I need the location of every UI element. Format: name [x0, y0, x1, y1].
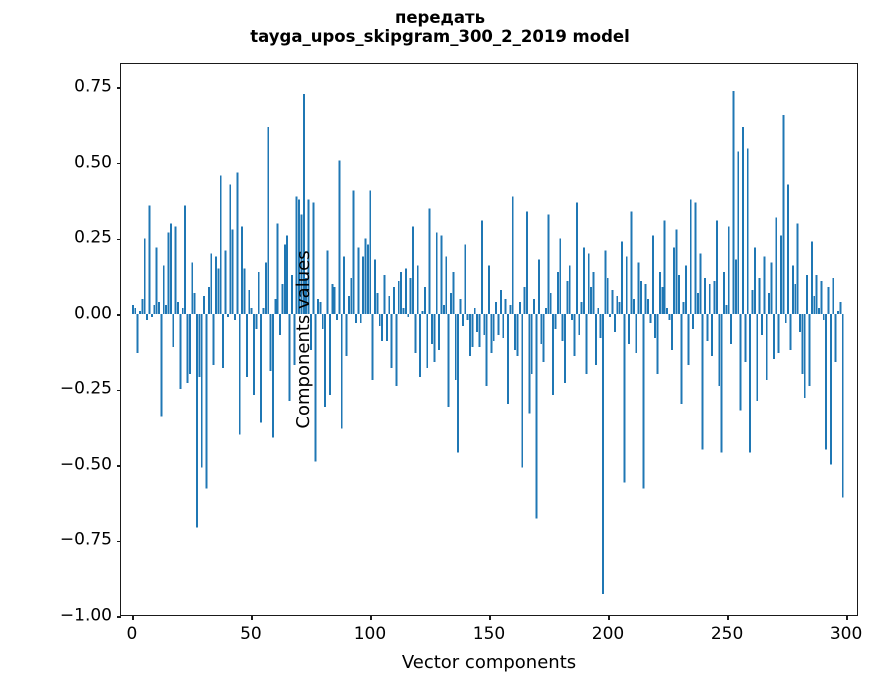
- bar-series: [131, 91, 844, 594]
- x-tick-mark: [251, 615, 253, 620]
- y-axis-tick-labels: 0.75 0.50 0.25 0.00 −0.25 −0.50 −0.75 −1.00: [0, 63, 112, 624]
- plot-axes: [116, 63, 858, 620]
- x-tick-label: 200: [591, 624, 625, 644]
- y-tick-label: 0.75: [74, 76, 112, 97]
- y-tick-mark: [116, 314, 121, 316]
- y-tick-label: −0.50: [59, 454, 112, 475]
- x-tick-label: 250: [710, 624, 744, 644]
- y-tick-mark: [116, 87, 121, 89]
- y-tick-label: −1.00: [59, 605, 112, 626]
- y-tick-mark: [116, 616, 121, 618]
- y-tick-label: 0.00: [74, 303, 112, 324]
- x-tick-label: 0: [126, 624, 138, 644]
- x-tick-mark: [132, 615, 134, 620]
- x-tick-mark: [489, 615, 491, 620]
- x-tick-mark: [727, 615, 729, 620]
- y-axis-label: Components values: [293, 250, 314, 429]
- chart-title-line-1: передать: [394, 8, 486, 27]
- x-tick-label: 300: [829, 624, 863, 644]
- x-tick-label: 100: [353, 624, 387, 644]
- x-tick-mark: [370, 615, 372, 620]
- x-tick-mark: [608, 615, 610, 620]
- x-axis-label: Vector components: [401, 652, 577, 673]
- y-tick-mark: [116, 465, 121, 467]
- y-tick-mark: [116, 163, 121, 165]
- y-tick-mark: [116, 238, 121, 240]
- x-tick-label: 50: [240, 624, 262, 644]
- x-axis-tick-labels: 0 50 100 150 200 250 300: [120, 624, 862, 650]
- x-tick-mark: [846, 615, 848, 620]
- plot-area: [121, 64, 857, 615]
- chart-title: передать tayga_upos_skipgram_300_2_2019 …: [0, 8, 880, 46]
- y-tick-label: 0.50: [74, 152, 112, 173]
- y-tick-label: −0.75: [59, 529, 112, 550]
- y-tick-label: 0.25: [74, 227, 112, 248]
- y-tick-mark: [116, 389, 121, 392]
- x-tick-label: 150: [472, 624, 506, 644]
- chart-title-line-2: tayga_upos_skipgram_300_2_2019 model: [250, 27, 630, 46]
- y-tick-label: −0.25: [59, 378, 112, 399]
- y-tick-mark: [116, 540, 121, 543]
